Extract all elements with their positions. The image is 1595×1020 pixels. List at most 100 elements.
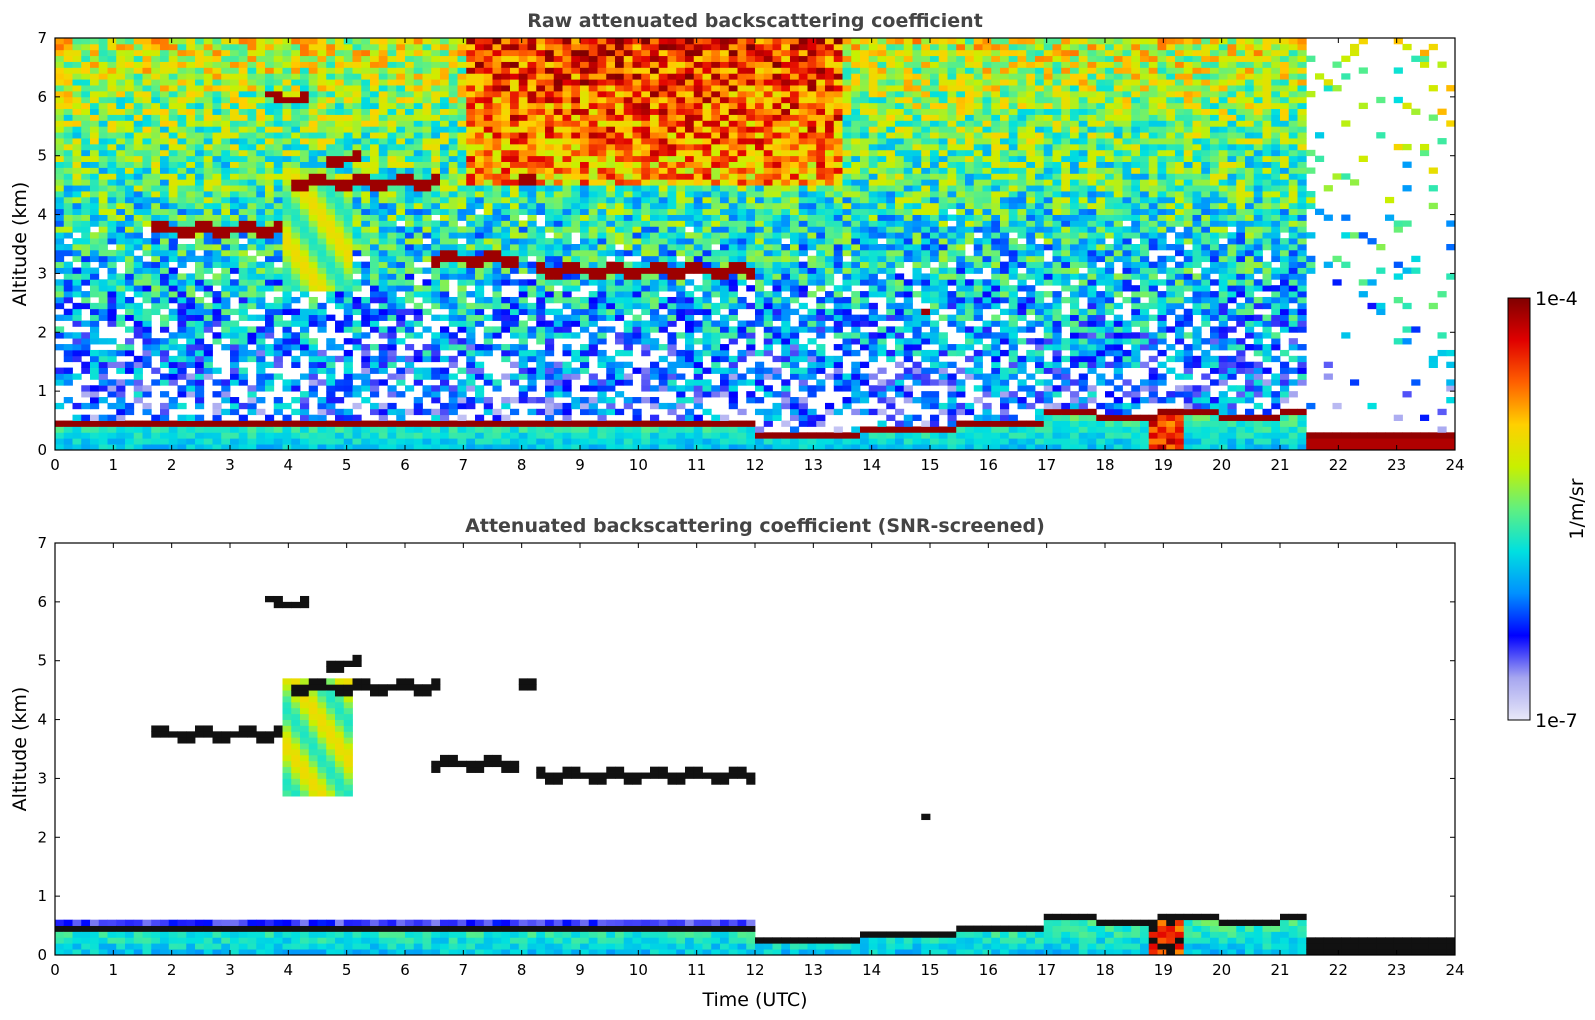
heatmap-cell [125,338,135,345]
heatmap-cell [580,432,590,439]
heatmap-cell [396,73,406,80]
heatmap-cell [308,220,318,227]
heatmap-cell [483,132,493,139]
heatmap-cell [335,226,345,233]
heatmap-cell [483,173,493,180]
heatmap-cell [186,67,196,74]
heatmap-cell [98,90,108,98]
heatmap-cell [168,273,178,280]
heatmap-cell [160,73,170,80]
heatmap-cell [720,285,730,292]
heatmap-cell [247,391,257,398]
heatmap-cell [352,214,362,221]
heatmap-cell [492,167,502,174]
heatmap-cell [597,132,607,139]
heatmap-cell [72,49,82,57]
heatmap-cell [562,55,572,62]
heatmap-cell [212,291,222,298]
heatmap-cell [72,185,82,192]
heatmap-cell [518,55,528,62]
heatmap-cell [142,438,152,445]
heatmap-cell [212,214,222,221]
heatmap-cell [737,179,747,186]
heatmap-cell [291,308,301,316]
heatmap-cell [55,267,65,274]
heatmap-cell [186,432,196,439]
heatmap-cell [728,220,738,227]
heatmap-cell [597,85,607,92]
heatmap-cell [212,161,222,168]
heatmap-cell [300,43,310,51]
heatmap-cell [615,126,625,133]
heatmap-cell [142,291,152,298]
heatmap-cell [693,202,703,210]
heatmap-cell [720,161,730,168]
heatmap-cell [142,261,152,268]
heatmap-cell [588,85,598,92]
heatmap-cell [247,397,257,404]
heatmap-cell [125,196,135,204]
heatmap-cell [545,332,555,339]
heatmap-cell [457,432,467,439]
heatmap-cell [422,143,432,151]
heatmap-cell [597,55,607,62]
heatmap-cell [466,155,476,162]
heatmap-cell [685,79,695,86]
heatmap-cell [580,126,590,133]
heatmap-cell [693,308,703,316]
heatmap-cell [667,338,677,345]
heatmap-cell [247,296,257,304]
heatmap-cell [405,238,415,245]
heatmap-cell [527,55,537,62]
heatmap-cell [422,196,432,204]
heatmap-cell [693,414,703,421]
heatmap-cell [720,332,730,339]
heatmap-cell [72,244,82,251]
heatmap-cell [431,167,441,174]
heatmap-cell [501,196,511,204]
heatmap-cell [475,232,485,239]
heatmap-cell [580,138,590,145]
heatmap-cell [440,85,450,92]
heatmap-cell [580,232,590,239]
heatmap-cell [195,85,205,92]
heatmap-cell [370,320,380,327]
heatmap-cell [667,108,677,115]
heatmap-cell [308,391,318,398]
heatmap-cell [256,79,266,86]
heatmap-cell [361,379,371,386]
heatmap-cell [413,67,423,74]
heatmap-cell [431,143,441,151]
heatmap-cell [545,249,555,257]
heatmap-cell [475,273,485,280]
heatmap-cell [588,90,598,98]
heatmap-cell [457,208,467,215]
heatmap-cell [492,414,502,421]
heatmap-cell [711,96,721,104]
heatmap-cell [90,255,100,263]
heatmap-cell [440,232,450,239]
heatmap-cell [711,232,721,239]
heatmap-cell [273,444,283,450]
heatmap-cell [291,208,301,215]
heatmap-cell [133,43,143,51]
heatmap-cell [650,402,660,410]
heatmap-cell [343,38,353,45]
heatmap-cell [221,79,231,86]
heatmap-cell [238,402,248,410]
heatmap-cell [405,43,415,51]
heatmap-cell [457,49,467,57]
heatmap-cell [720,167,730,174]
heatmap-cell [256,367,266,374]
heatmap-cell [72,208,82,215]
heatmap-cell [55,344,65,351]
heatmap-cell [133,244,143,251]
heatmap-cell [81,132,91,139]
heatmap-cell [230,267,240,274]
heatmap-cell [667,320,677,327]
heatmap-cell [265,179,275,186]
heatmap-cell [702,291,712,298]
heatmap-cell [641,38,651,45]
heatmap-cell [230,338,240,345]
heatmap-cell [676,73,686,80]
